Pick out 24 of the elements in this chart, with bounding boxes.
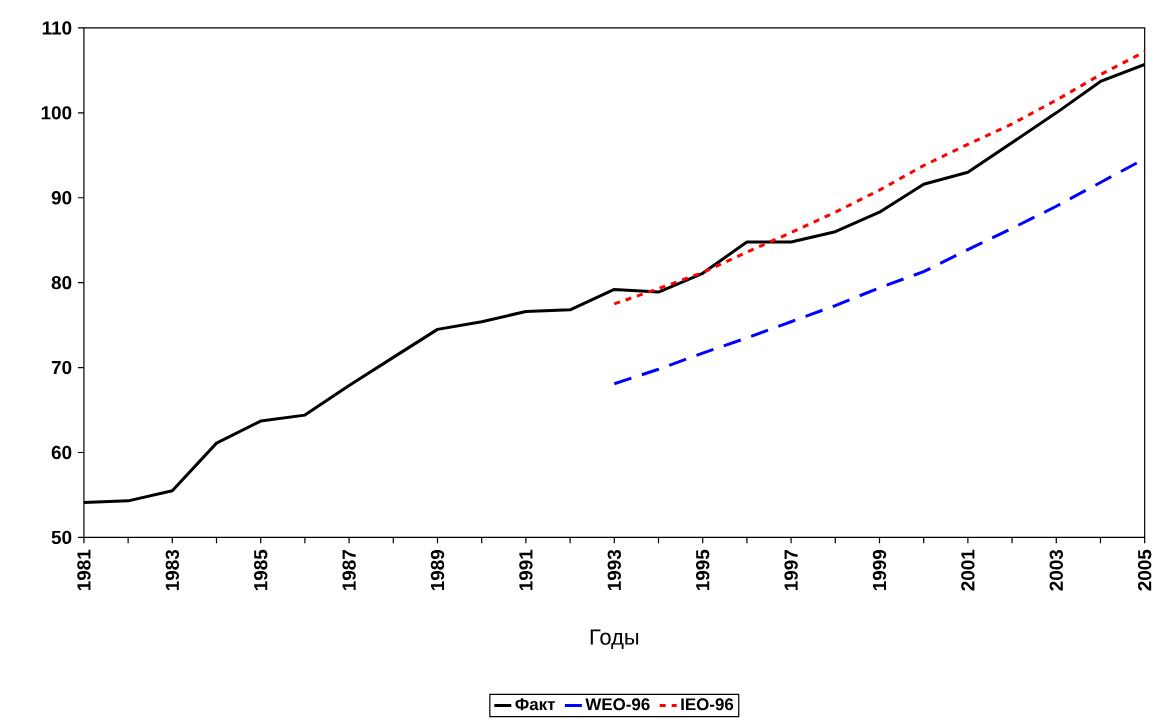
x-tick-label: 1999 <box>872 549 887 590</box>
x-tick-label: 1981 <box>77 549 91 590</box>
x-tick-label: 1987 <box>342 549 356 590</box>
x-tick-label: 1997 <box>784 549 798 590</box>
x-axis-title: Годы <box>590 629 639 649</box>
y-tick-label: 90 <box>51 191 72 205</box>
x-tick-label: 1991 <box>519 549 533 590</box>
y-tick-label: 60 <box>51 445 72 460</box>
x-tick-label: 2003 <box>1049 549 1063 591</box>
y-tick-label: 50 <box>51 530 72 544</box>
legend-label: Факт <box>515 698 555 711</box>
y-tick-label: 110 <box>42 21 72 35</box>
x-tick-label: 1983 <box>165 549 180 590</box>
x-tick-label: 1993 <box>607 549 622 590</box>
x-tick-label: 1985 <box>254 549 268 590</box>
x-tick-label: 1995 <box>696 549 710 590</box>
legend-label: WEO-96 <box>585 698 650 711</box>
y-tick-label: 100 <box>41 106 72 120</box>
x-tick-label: 2001 <box>961 549 975 591</box>
x-tick-label: 2005 <box>1137 549 1152 591</box>
y-tick-label: 80 <box>51 275 72 290</box>
y-tick-label: 70 <box>51 360 72 375</box>
x-tick-label: 1989 <box>430 549 445 590</box>
legend-label: IEO-96 <box>681 698 734 711</box>
